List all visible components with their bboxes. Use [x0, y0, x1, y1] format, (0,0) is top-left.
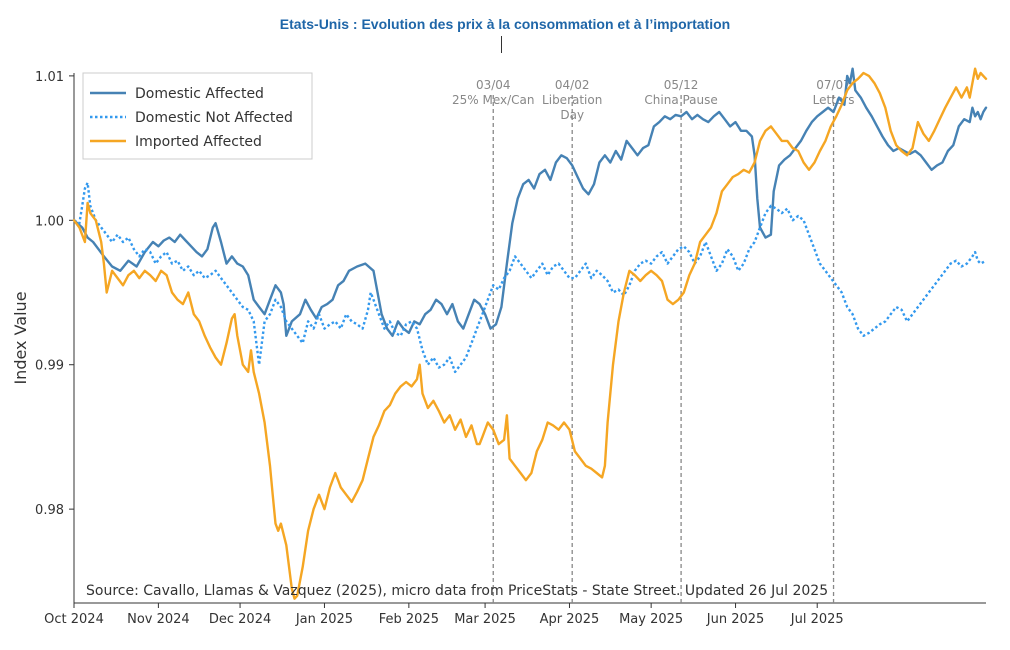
x-tick-label: Jan 2025: [295, 612, 353, 627]
event-label: Liberation: [542, 93, 602, 107]
y-axis-label: Index Value: [11, 291, 30, 384]
x-tick-label: Jun 2025: [706, 612, 765, 627]
source-note: Source: Cavallo, Llamas & Vazquez (2025)…: [86, 583, 828, 599]
text-cursor-marker: [501, 36, 502, 53]
event-label: Letters: [813, 93, 855, 107]
y-tick-label: 0.98: [35, 503, 64, 518]
event-label: 07/07: [816, 78, 851, 92]
x-tick-label: Jul 2025: [790, 612, 844, 627]
event-label: Day: [560, 108, 584, 122]
series-line-domestic-not-affected: [73, 181, 987, 374]
event-label: China Pause: [644, 93, 717, 107]
event-label: 05/12: [664, 78, 699, 92]
event-label: 04/02: [555, 78, 590, 92]
x-ticks: Oct 2024 Nov 2024 Dec 2024 Jan 2025 Feb 2025…: [44, 603, 844, 627]
x-tick-label: Oct 2024: [44, 612, 104, 627]
axes: Oct 2024 Nov 2024 Dec 2024 Jan 2025 Feb 2025…: [35, 70, 986, 627]
x-tick-label: Mar 2025: [454, 612, 516, 627]
chart-title: Etats-Unis : Evolution des prix à la con…: [279, 16, 731, 32]
x-tick-label: Nov 2024: [127, 612, 190, 627]
event-label: 03/04: [476, 78, 511, 92]
y-tick-label: 0.99: [35, 359, 64, 374]
x-tick-label: May 2025: [619, 612, 683, 627]
legend-label: Imported Affected: [135, 134, 262, 150]
y-ticks: 0.98 0.99 1.00 1.01: [35, 70, 74, 518]
legend: Domestic Affected Domestic Not Affected Im…: [82, 72, 313, 160]
series-line-imported-affected: [72, 67, 988, 600]
event-label: 25% Mex/Can: [452, 93, 535, 107]
x-tick-label: Dec 2024: [209, 612, 271, 627]
x-tick-label: Feb 2025: [379, 612, 439, 627]
x-tick-label: Apr 2025: [540, 612, 600, 627]
legend-label: Domestic Affected: [135, 86, 264, 102]
series-lines: [72, 67, 988, 600]
y-tick-label: 1.01: [35, 70, 64, 85]
legend-label: Domestic Not Affected: [135, 110, 293, 126]
series-line-domestic-affected: [72, 67, 988, 337]
y-tick-label: 1.00: [35, 214, 64, 229]
